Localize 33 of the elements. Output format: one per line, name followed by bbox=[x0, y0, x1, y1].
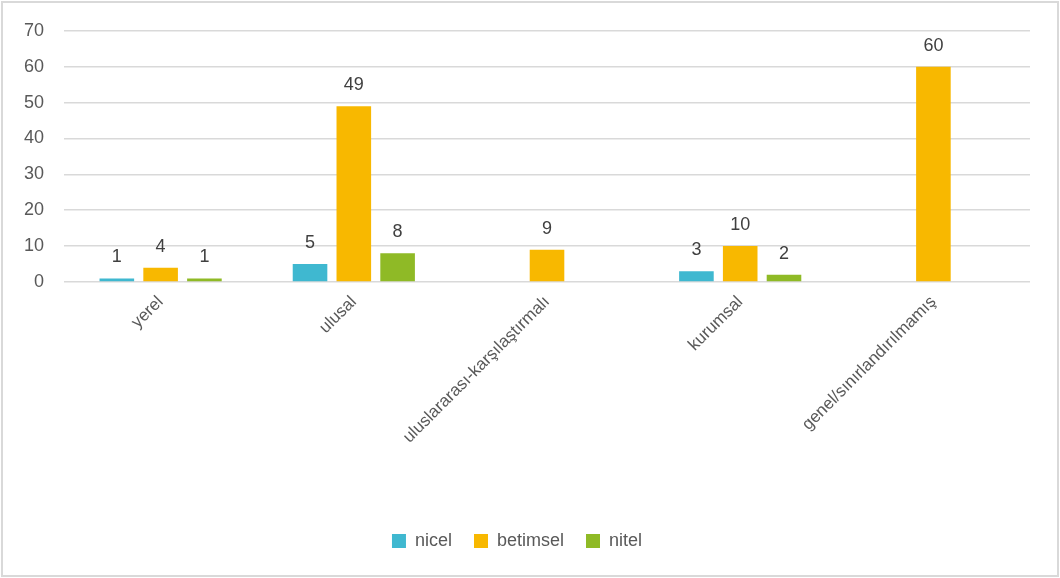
y-tick-label: 70 bbox=[23, 19, 45, 40]
data-label: 2 bbox=[778, 242, 790, 263]
data-label: 60 bbox=[923, 34, 944, 55]
y-tick-label: 30 bbox=[23, 163, 45, 184]
y-tick-label: 50 bbox=[23, 91, 45, 112]
y-tick-label: 10 bbox=[23, 235, 45, 256]
bar bbox=[916, 66, 951, 282]
bar bbox=[679, 271, 714, 282]
data-label: 5 bbox=[305, 232, 316, 253]
y-tick-label: 0 bbox=[34, 270, 45, 291]
data-label: 9 bbox=[542, 217, 553, 238]
bar bbox=[529, 249, 565, 282]
legend-label: nitel bbox=[609, 529, 643, 550]
legend-label: betimsel bbox=[496, 529, 565, 550]
bar bbox=[766, 274, 802, 282]
bar bbox=[187, 278, 222, 282]
y-tick-label: 20 bbox=[23, 199, 45, 220]
bar bbox=[292, 264, 328, 282]
bar bbox=[380, 253, 415, 282]
data-label: 1 bbox=[199, 246, 210, 267]
bar bbox=[336, 106, 372, 282]
legend-label: nicel bbox=[414, 529, 452, 550]
data-label: 4 bbox=[155, 235, 166, 256]
bar bbox=[143, 267, 178, 282]
bar bbox=[722, 246, 758, 282]
y-tick-label: 60 bbox=[23, 55, 45, 76]
data-label: 1 bbox=[111, 246, 122, 267]
data-label: 10 bbox=[730, 214, 751, 235]
y-tick-label: 40 bbox=[23, 127, 45, 148]
data-label: 3 bbox=[691, 239, 702, 260]
bar bbox=[99, 278, 135, 282]
data-label: 8 bbox=[392, 221, 403, 242]
data-label: 49 bbox=[343, 74, 364, 95]
